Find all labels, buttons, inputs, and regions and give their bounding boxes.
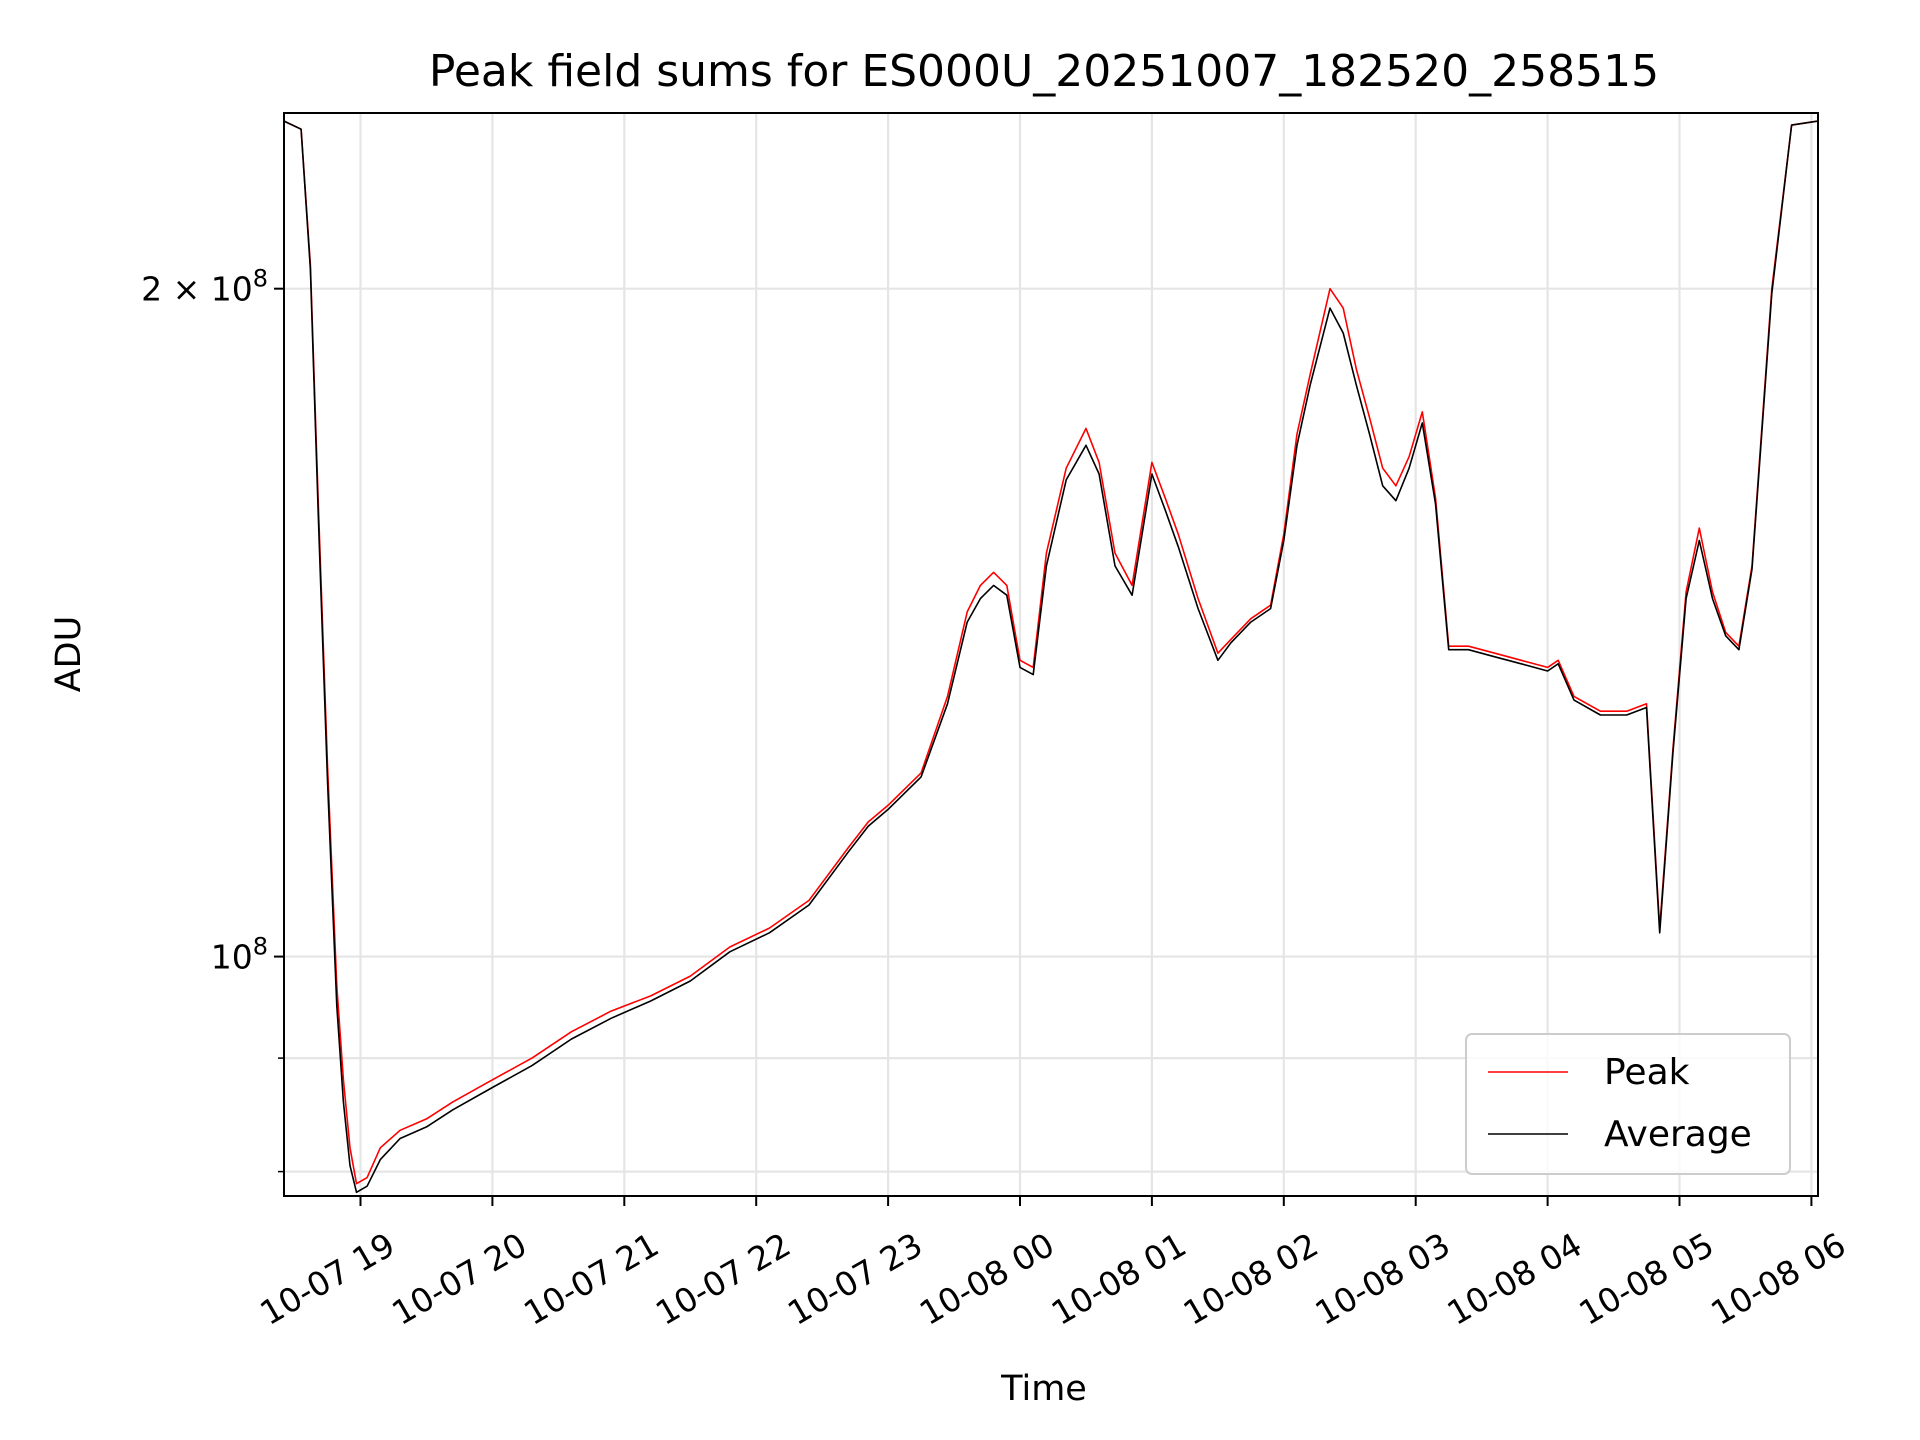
legend-peak-label: Peak <box>1604 1052 1690 1093</box>
x-axis-label: Time <box>1000 1369 1087 1409</box>
plot-frame <box>283 112 1819 1197</box>
legend: Peak Average <box>1465 1033 1791 1175</box>
series-line-average <box>284 120 1818 1194</box>
legend-box <box>1465 1033 1791 1175</box>
series-line-peak <box>284 120 1818 1185</box>
legend-average-label: Average <box>1604 1114 1752 1155</box>
chart-title: Peak field sums for ES000U_20251007_1825… <box>429 46 1659 97</box>
grid <box>284 113 1818 1196</box>
plot-series <box>284 120 1818 1194</box>
y-tick-label: 108 <box>211 933 268 977</box>
y-axis-label: ADU <box>49 616 89 693</box>
y-tick-label: 2 × 108 <box>141 265 268 309</box>
